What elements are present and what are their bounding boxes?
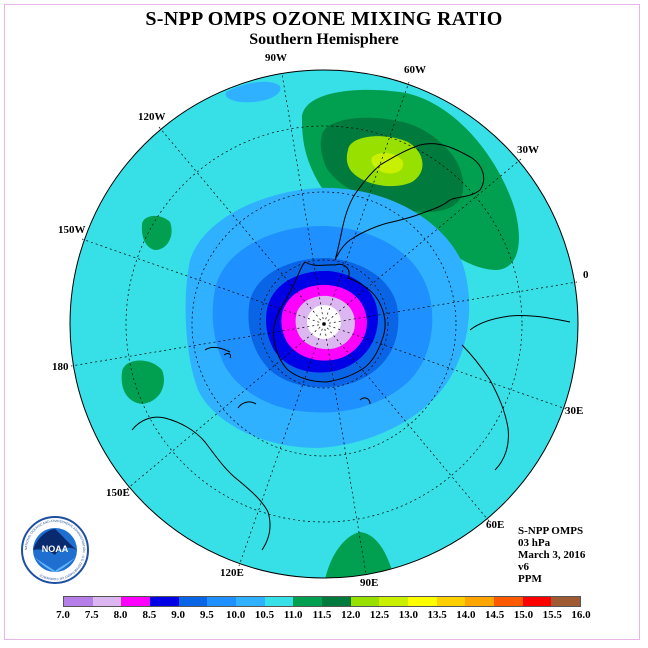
colorbar-tick-label: 15.5 xyxy=(542,609,562,621)
coastline-islands xyxy=(223,353,371,405)
colorbar-swatch xyxy=(408,597,437,606)
meridian-line xyxy=(281,73,325,325)
colorbar-tick-label: 10.5 xyxy=(254,609,275,621)
colorbar-tick-label: 13.0 xyxy=(398,609,418,621)
colorbar-swatch xyxy=(92,597,122,606)
logo-text: NOAA xyxy=(42,544,69,554)
colorbar-swatch xyxy=(64,597,93,606)
colorbar-tick-label: 9.0 xyxy=(171,609,185,621)
meridian-label-150e: 150E xyxy=(106,487,130,499)
colorbar-swatch xyxy=(465,597,495,606)
meridian-label-150w: 150W xyxy=(58,224,86,236)
colorbar-swatch xyxy=(436,597,466,606)
colorbar-swatch xyxy=(150,597,179,606)
graticule xyxy=(70,73,578,575)
colorbar-tick-label: 12.5 xyxy=(369,609,390,621)
colorbar-swatch xyxy=(236,597,265,606)
info-date: March 3, 2016 xyxy=(518,549,586,561)
colorbar-tick-label: 8.0 xyxy=(113,609,128,621)
colorbar-tick-label: 8.5 xyxy=(142,609,157,621)
colorbar-swatch xyxy=(293,597,323,606)
colorbar-swatch xyxy=(207,597,237,606)
latitude-circle xyxy=(125,125,523,523)
colorbar-swatch xyxy=(264,597,294,606)
meridian-label-120w: 120W xyxy=(138,111,166,123)
colorbar-swatch xyxy=(494,597,523,606)
colorbar-tick-label: 7.5 xyxy=(84,609,99,621)
ozone-field xyxy=(70,70,578,578)
colorbar-tick-label: 10.0 xyxy=(226,609,246,621)
contour-11-south xyxy=(325,532,395,578)
contour-11-small-b xyxy=(121,360,164,404)
colorbar-tick-label: 9.5 xyxy=(200,609,214,621)
colorbar-tick-label: 13.5 xyxy=(427,609,447,621)
colorbar-tick-label: 14.0 xyxy=(456,609,476,621)
colorbar-tick-label: 7.0 xyxy=(56,609,70,621)
map-title: S-NPP OMPS OZONE MIXING RATIO xyxy=(145,8,503,30)
map-subtitle: Southern Hemisphere xyxy=(249,31,399,48)
meridian-label-180: 180 xyxy=(52,361,69,373)
colorbar-tick-label: 11.0 xyxy=(283,609,303,621)
meridian-label-120e: 120E xyxy=(220,567,244,579)
logo-bird xyxy=(33,529,77,555)
info-level: 03 hPa xyxy=(518,537,551,549)
colorbar-swatch xyxy=(178,597,208,606)
colorbar-tick-label: 11.5 xyxy=(312,609,332,621)
coastline-australia xyxy=(131,346,271,551)
colorbar-tick-label: 15.0 xyxy=(513,609,534,621)
colorbar xyxy=(63,596,581,607)
colorbar-swatch xyxy=(379,597,409,606)
colorbar-tick-label: 12.0 xyxy=(341,609,361,621)
info-panel: S-NPP OMPS 03 hPa March 3, 2016 v6 PPM xyxy=(518,525,585,585)
colorbar-tick-label: 16.0 xyxy=(571,609,591,621)
colorbar-tick-label: 14.5 xyxy=(485,609,505,621)
contour-11-small-a xyxy=(141,215,172,250)
info-units: PPM xyxy=(518,573,542,585)
colorbar-swatch xyxy=(322,597,351,606)
info-instrument: S-NPP OMPS xyxy=(518,525,584,537)
meridian-label-60w: 60W xyxy=(404,64,426,76)
noaa-logo: NOAA NATIONAL OCEANIC AND ATMOSPHERIC AD… xyxy=(21,516,89,584)
meridian-line xyxy=(323,323,367,575)
map-boundary xyxy=(69,69,579,579)
latitude-circle xyxy=(259,259,389,389)
coastlines xyxy=(131,143,571,551)
coastline-south-america xyxy=(334,143,485,261)
contour-12-5 xyxy=(371,152,404,174)
figure-frame xyxy=(4,4,640,640)
meridian-label-60e: 60E xyxy=(486,519,504,531)
colorbar-swatch xyxy=(522,597,552,606)
meridian-label-90w: 90W xyxy=(265,52,287,64)
colorbar-swatch xyxy=(350,597,380,606)
meridian-label-30e: 30E xyxy=(565,405,583,417)
colorbar-swatch xyxy=(121,597,151,606)
coastline-africa xyxy=(461,315,571,471)
colorbar-swatch xyxy=(551,597,581,606)
colorbar-ticks: 7.0 7.5 8.0 8.5 9.0 9.5 10.0 10.5 11.0 11.5 12.0 12… xyxy=(56,609,591,623)
info-version: v6 xyxy=(518,561,529,573)
meridian-label-0: 0 xyxy=(583,269,589,281)
contour-10-5-north xyxy=(225,81,281,103)
meridian-label-30w: 30W xyxy=(517,144,539,156)
meridian-label-90e: 90E xyxy=(360,577,378,589)
latitude-circle xyxy=(191,191,457,457)
logo-wave xyxy=(34,557,76,572)
coastline-antarctica xyxy=(273,261,386,383)
